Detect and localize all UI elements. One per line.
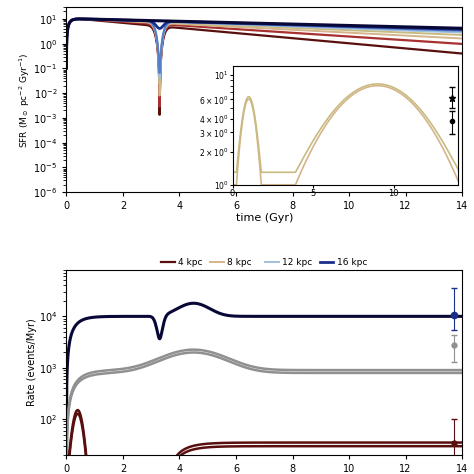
X-axis label: time (Gyr): time (Gyr) [236, 213, 293, 223]
Legend: 4 kpc, 6 kpc, 8 kpc, 10 kpc, 12 kpc, 14 kpc, 16 kpc, 18 kpc: 4 kpc, 6 kpc, 8 kpc, 10 kpc, 12 kpc, 14 … [158, 254, 371, 284]
Y-axis label: Rate (events/Myr): Rate (events/Myr) [27, 319, 37, 406]
Y-axis label: SFR (M$_\odot$ pc$^{-2}$ Gyr$^{-1}$): SFR (M$_\odot$ pc$^{-2}$ Gyr$^{-1}$) [18, 52, 32, 147]
